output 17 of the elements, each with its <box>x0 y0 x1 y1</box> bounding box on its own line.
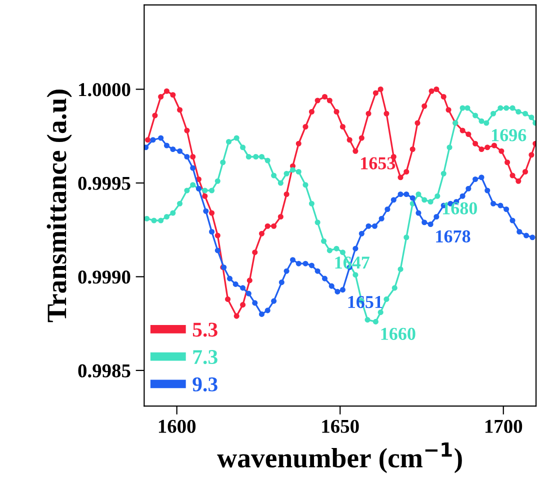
y-tick-label: 0.9990 <box>78 270 130 284</box>
annotation: 1696 <box>492 129 526 142</box>
annotation: 1680 <box>443 202 478 214</box>
y-tick-label: 0.9995 <box>78 176 130 190</box>
y-tick-label: 0.9985 <box>78 364 130 378</box>
annotation: 1660 <box>381 328 416 340</box>
legend-label: 9.3 <box>192 377 218 392</box>
x-tick-label: 1700 <box>485 420 522 433</box>
annotation: 1678 <box>436 230 470 242</box>
x-axis-title: wavenumber (cm$^{−1}$) <box>217 442 462 474</box>
x-tick-label: 1650 <box>322 420 359 433</box>
y-axis-title: Transmittance (a.u) <box>46 90 72 322</box>
legend-label: 7.3 <box>193 350 218 364</box>
y-tick-label: 1.0000 <box>79 83 130 96</box>
x-tick-label: 1600 <box>158 420 196 433</box>
legend-label: 5.3 <box>192 322 218 337</box>
annotation: 1653 <box>361 157 396 170</box>
